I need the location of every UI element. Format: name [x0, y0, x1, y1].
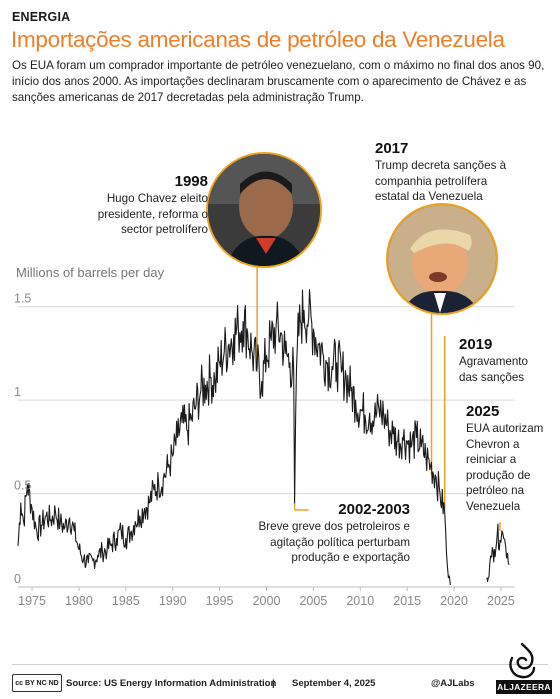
- annotation-1998-year: 1998: [174, 173, 208, 190]
- x-tick-label: 1975: [18, 594, 46, 608]
- annotation-2019: 2019 Agravamento das sanções: [459, 335, 539, 385]
- footer-date: September 4, 2025: [292, 678, 376, 689]
- series-line-segment: [486, 523, 510, 582]
- annotation-1998: 1998 Hugo Chavez eleito presidente, refo…: [88, 172, 208, 238]
- brand-name: ALJAZEERA: [496, 680, 552, 694]
- aljazeera-logo-icon: [509, 642, 536, 679]
- x-tick-label: 1990: [159, 594, 187, 608]
- x-tick-label: 2020: [440, 594, 468, 608]
- annotation-2017-year: 2017: [375, 140, 409, 157]
- y-tick-label: 0.5: [14, 479, 31, 493]
- annotation-2025-year: 2025: [466, 403, 500, 420]
- annotation-2002-2003-year: 2002-2003: [338, 501, 410, 518]
- annotation-2002-2003: 2002-2003 Breve greve dos petroleiros e …: [250, 500, 410, 566]
- x-tick-label: 2005: [299, 594, 327, 608]
- x-tick-label: 1995: [206, 594, 234, 608]
- annotation-1998-text: Hugo Chavez eleito presidente, reforma o…: [97, 192, 208, 236]
- license-text: cc BY NC ND: [15, 679, 59, 687]
- x-tick-label: 2025: [487, 594, 515, 608]
- x-tick-label: 1985: [112, 594, 140, 608]
- y-tick-label: 1.5: [14, 292, 31, 306]
- y-axis-label: Millions of barrels per day: [16, 265, 165, 280]
- annotation-2025: 2025 EUA autorizam Chevron a reiniciar a…: [466, 402, 544, 514]
- annotation-2019-year: 2019: [459, 336, 493, 353]
- y-tick-label: 0: [14, 572, 21, 586]
- creative-commons-license-icon: cc BY NC ND: [12, 674, 62, 692]
- x-tick-label: 2010: [346, 594, 374, 608]
- footer-source: Source: US Energy Information Administra…: [66, 678, 277, 689]
- annotation-2025-text: EUA autorizam Chevron a reiniciar a prod…: [466, 422, 544, 513]
- annotation-2019-text: Agravamento das sanções: [459, 355, 528, 384]
- x-tick-label: 1980: [65, 594, 93, 608]
- annotation-2017-text: Trump decreta sanções à companhia petrol…: [375, 159, 507, 203]
- portrait-hugo-chavez: [206, 152, 322, 268]
- page-title: Importações americanas de petróleo da Ve…: [11, 27, 505, 52]
- footer-handle: @AJLabs: [431, 678, 475, 689]
- annotation-2002-2003-text: Breve greve dos petroleiros e agitação p…: [258, 520, 410, 564]
- x-tick-label: 2015: [393, 594, 421, 608]
- footer-separator: |: [272, 678, 275, 689]
- footer-divider: [12, 664, 548, 665]
- kicker: ENERGIA: [12, 10, 71, 24]
- y-tick-label: 1: [14, 385, 21, 399]
- annotation-2017: 2017 Trump decreta sanções à companhia p…: [375, 139, 515, 205]
- portrait-donald-trump: [386, 203, 498, 315]
- series-line-segment: [17, 289, 451, 586]
- x-tick-label: 2000: [253, 594, 281, 608]
- page-subtitle: Os EUA foram um comprador importante de …: [12, 59, 545, 104]
